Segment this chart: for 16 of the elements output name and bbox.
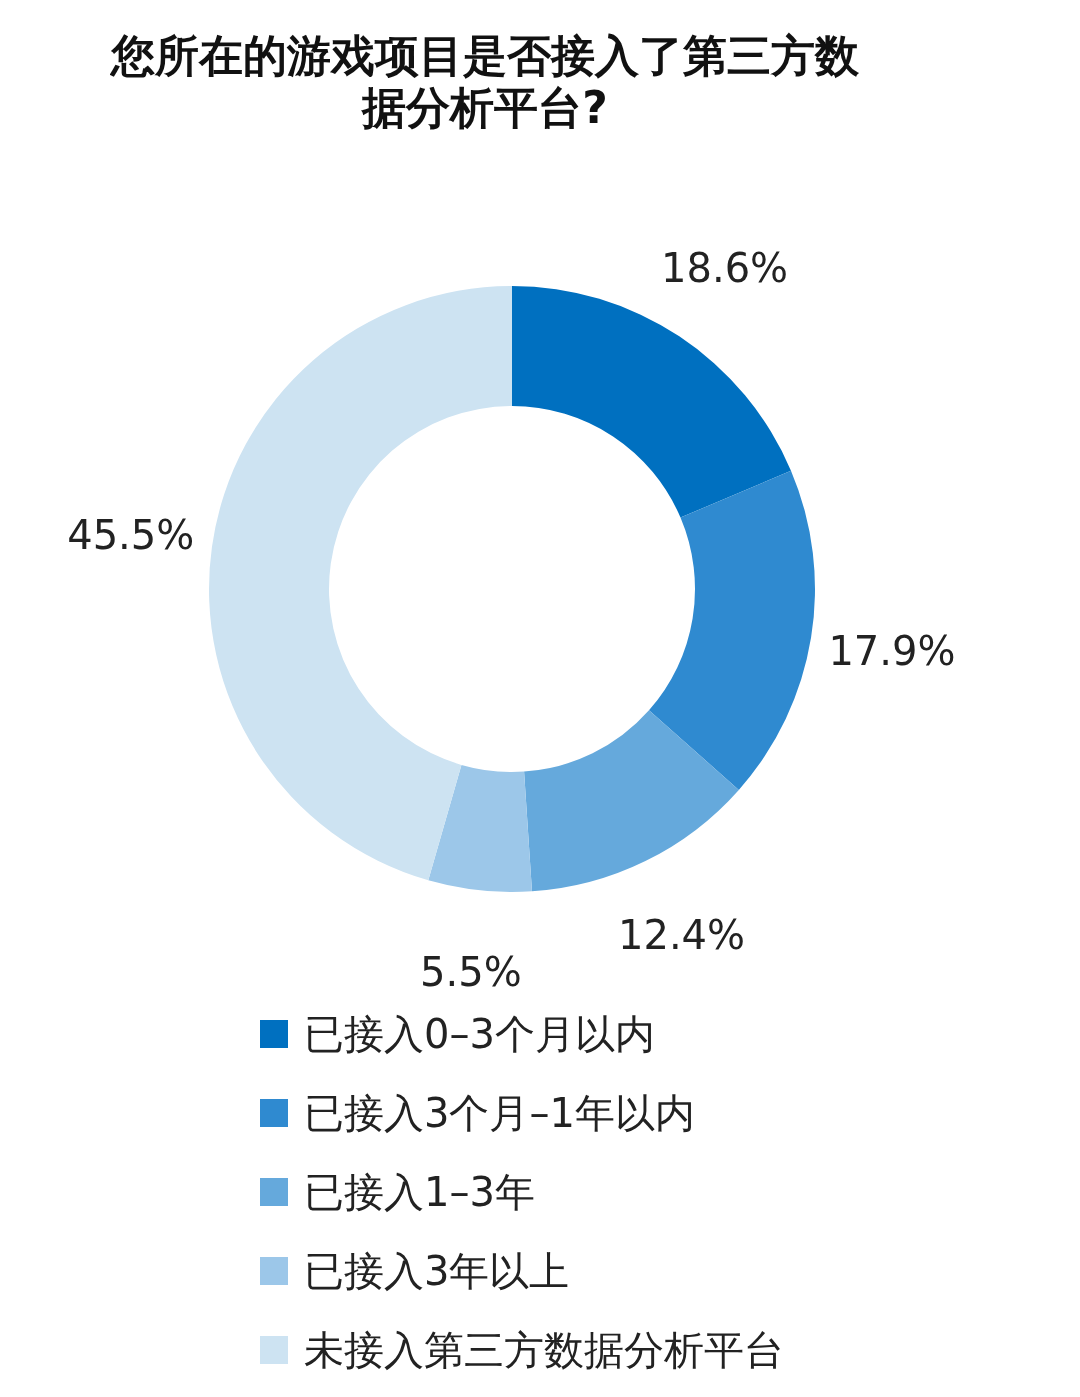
donut-slice	[209, 286, 512, 881]
chart-title: 您所在的游戏项目是否接入了第三方数据分析平台?	[110, 30, 860, 134]
legend-label: 已接入0–3个月以内	[304, 1011, 655, 1057]
data-label: 18.6%	[661, 245, 789, 291]
data-label: 17.9%	[828, 628, 956, 675]
legend-label: 已接入3年以上	[304, 1248, 570, 1294]
legend-label: 未接入第三方数据分析平台	[304, 1327, 784, 1373]
data-label: 5.5%	[420, 948, 522, 995]
legend-label: 已接入1–3年	[304, 1169, 535, 1215]
data-label: 45.5%	[67, 512, 195, 559]
donut-slice	[512, 286, 791, 518]
donut-slice	[648, 470, 815, 790]
legend-label: 已接入3个月–1年以内	[304, 1090, 695, 1136]
donut-slice	[524, 710, 739, 892]
donut-slice	[428, 764, 532, 892]
data-label: 12.4%	[618, 911, 746, 958]
